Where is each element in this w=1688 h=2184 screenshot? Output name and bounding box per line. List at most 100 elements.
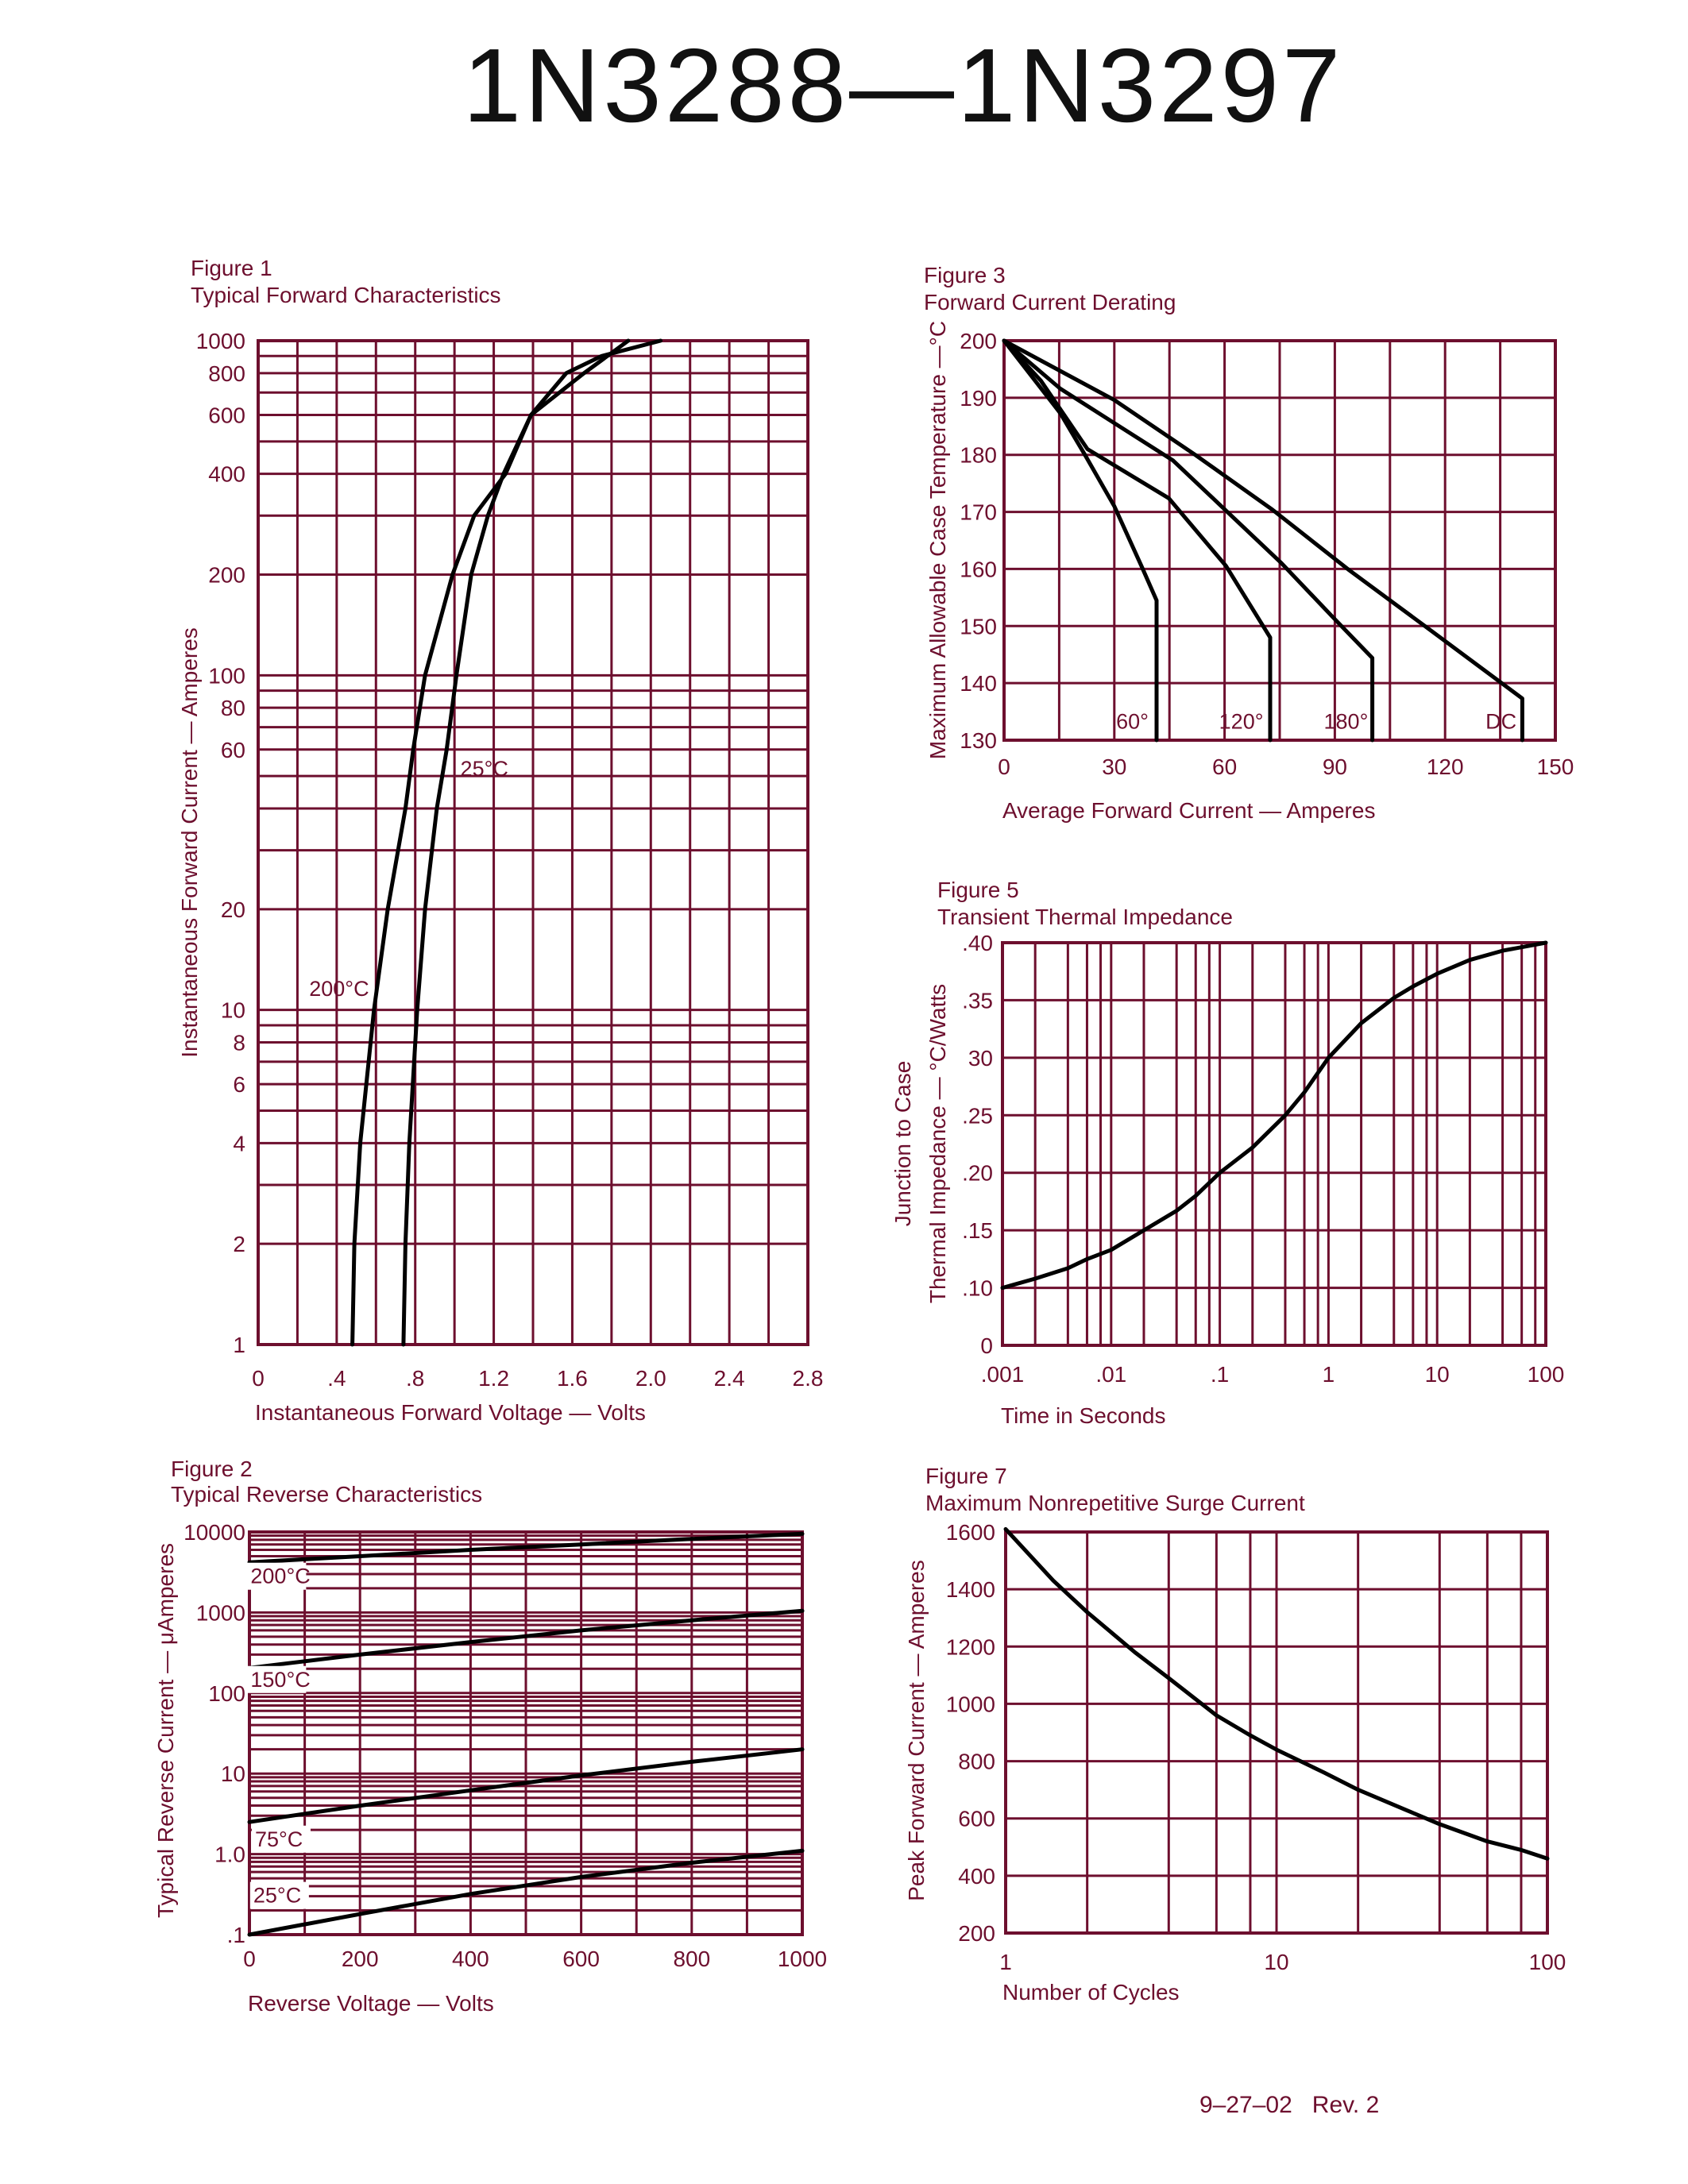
- grid: [257, 339, 809, 1346]
- x-tick-label: 10: [1264, 1950, 1288, 1974]
- y-tick-label: 190: [960, 386, 997, 411]
- y-tick-label: 200: [958, 1921, 995, 1946]
- plot-frame: [1002, 339, 1557, 742]
- x-tick-label: .01: [1095, 1362, 1126, 1387]
- series-curve: [247, 1747, 805, 1824]
- series-label-background: [249, 1881, 309, 1909]
- x-tick-label: 0: [252, 1366, 265, 1391]
- plot-frame: [257, 339, 809, 1346]
- x-tick-label: 0: [243, 1947, 256, 1971]
- y-tick-label: 10000: [183, 1520, 245, 1545]
- y-tick-label: 0: [980, 1333, 993, 1358]
- y-tick-label: 60: [221, 738, 245, 762]
- y-tick-label: .40: [962, 931, 993, 955]
- series-curve: [1002, 338, 1375, 743]
- chart-title: Forward Current Derating: [924, 290, 1176, 314]
- document-title: 1N3288—1N3297: [463, 27, 1344, 144]
- figure-number: Figure 5: [937, 878, 1019, 902]
- y-axis-label: Junction to Case: [890, 1061, 915, 1227]
- x-tick-label: 2.0: [635, 1366, 666, 1391]
- y-tick-label: 600: [958, 1807, 995, 1831]
- chart-figure-3: Figure 5 Transient Thermal Impedance .001.…: [890, 878, 1564, 1428]
- chart-figure-2: Figure 3 Forward Current Derating 0 30 60 90 1…: [924, 263, 1574, 823]
- y-tick-label: 6: [233, 1072, 245, 1097]
- series-label-background: [247, 1562, 307, 1590]
- y-tick-label: 10: [221, 1761, 245, 1786]
- grid: [248, 1530, 804, 1936]
- y-tick-label: .10: [962, 1276, 993, 1301]
- series-label: 25°C: [253, 1884, 301, 1908]
- chart-figure-5: Figure 7 Maximum Nonrepetitive Surge Curr…: [904, 1464, 1566, 2005]
- x-tick-label: 1: [1323, 1362, 1335, 1387]
- x-tick-label: 2.8: [793, 1366, 824, 1391]
- x-tick-label: 150: [1537, 754, 1574, 779]
- y-tick-label: 4: [233, 1131, 245, 1156]
- series-curve: [350, 338, 631, 1347]
- y-tick-label: 20: [221, 897, 245, 922]
- y-axis-label: Typical Reverse Current — μAmperes: [153, 1543, 178, 1918]
- series-label-background: [251, 1825, 311, 1853]
- y-tick-label: 140: [960, 671, 997, 696]
- y-tick-label: 10: [221, 998, 245, 1023]
- grid: [1004, 1530, 1549, 1935]
- y-tick-label: .35: [962, 988, 993, 1013]
- y-tick-label: 1600: [946, 1520, 995, 1545]
- y-tick-label: 1000: [196, 329, 245, 353]
- x-tick-label: 400: [452, 1947, 489, 1971]
- y-tick-label: .25: [962, 1103, 993, 1128]
- x-tick-label: 90: [1323, 754, 1347, 779]
- x-tick-label: 0: [998, 754, 1010, 779]
- x-tick-label: 1.2: [478, 1366, 509, 1391]
- y-tick-label: 100: [208, 1681, 245, 1706]
- y-tick-label: 180: [960, 443, 997, 468]
- y-axis-label: Maximum Allowable Case Temperature —°C: [925, 321, 950, 759]
- y-tick-label: 200: [960, 329, 997, 353]
- series-label-background: [247, 1665, 307, 1693]
- grid: [1002, 339, 1557, 742]
- series-curve: [401, 338, 663, 1347]
- series-curve: [1002, 338, 1273, 743]
- y-tick-label: 8: [233, 1030, 245, 1055]
- x-axis-label: Instantaneous Forward Voltage — Volts: [255, 1400, 646, 1425]
- charts: Figure 1 Typical Forward Characteristics 0…: [153, 256, 1574, 2016]
- series-label: 150°C: [250, 1668, 310, 1692]
- series-label: 75°C: [255, 1827, 303, 1851]
- chart-figure-1: Figure 1 Typical Forward Characteristics 0…: [177, 256, 823, 1425]
- y-tick-label: 160: [960, 557, 997, 581]
- y-tick-label: 100: [208, 663, 245, 688]
- plot-frame: [1001, 941, 1547, 1347]
- y-tick-label: 170: [960, 500, 997, 525]
- x-tick-label: 1: [999, 1950, 1012, 1974]
- y-tick-label: .15: [962, 1218, 993, 1243]
- series-label: 200°C: [309, 977, 369, 1001]
- x-tick-label: 60: [1212, 754, 1237, 779]
- y-tick-label: 400: [958, 1864, 995, 1889]
- series-curve: [1002, 338, 1159, 743]
- y-tick-label: 800: [958, 1750, 995, 1774]
- series-curve: [1000, 940, 1548, 1291]
- series-label: 200°C: [250, 1565, 310, 1588]
- y-tick-label: 1.0: [214, 1843, 245, 1867]
- revision-footer: 9–27–02 Rev. 2: [1199, 2092, 1379, 2118]
- y-tick-label: 400: [208, 462, 245, 487]
- figure-number: Figure 3: [924, 263, 1006, 287]
- x-tick-label: 800: [673, 1947, 710, 1971]
- x-tick-label: .001: [981, 1362, 1025, 1387]
- series-label: DC: [1485, 710, 1516, 734]
- y-tick-label: 1200: [946, 1634, 995, 1659]
- y-axis-label: Thermal Impedance — °C/Watts: [925, 984, 950, 1303]
- series-curve: [247, 1531, 805, 1565]
- series-curve: [1002, 338, 1524, 743]
- figure-number: Figure 2: [171, 1457, 253, 1481]
- x-tick-label: 1000: [778, 1947, 827, 1971]
- x-tick-label: .1: [1211, 1362, 1229, 1387]
- y-tick-label: .20: [962, 1161, 993, 1186]
- series-label: 180°: [1324, 710, 1369, 734]
- chart-title: Transient Thermal Impedance: [937, 905, 1233, 929]
- y-tick-label: 130: [960, 728, 997, 753]
- x-tick-label: 120: [1427, 754, 1464, 779]
- y-tick-label: 200: [208, 562, 245, 587]
- y-tick-label: 600: [208, 403, 245, 427]
- figure-number: Figure 1: [191, 256, 272, 280]
